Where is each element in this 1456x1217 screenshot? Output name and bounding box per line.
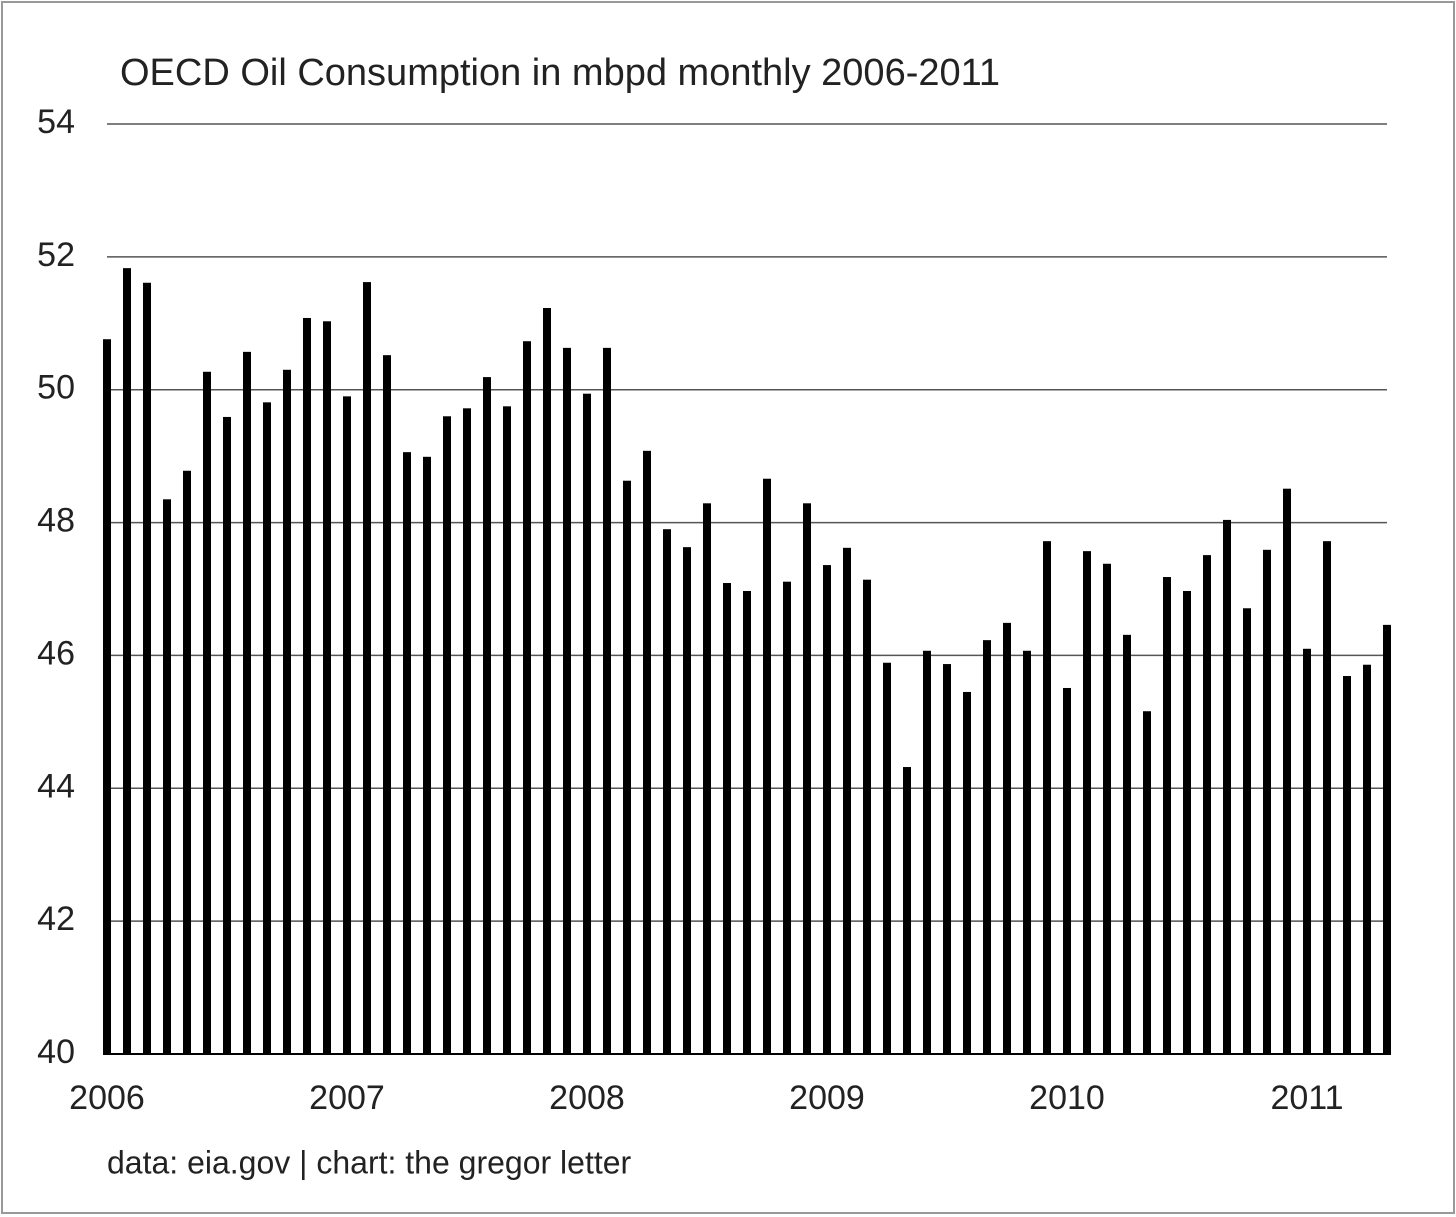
bar bbox=[823, 565, 831, 1054]
bar bbox=[403, 452, 411, 1055]
bar bbox=[1123, 634, 1131, 1054]
chart-title: OECD Oil Consumption in mbpd monthly 200… bbox=[120, 52, 1000, 94]
y-tick-label: 52 bbox=[37, 236, 75, 274]
y-tick-label: 42 bbox=[37, 900, 75, 938]
y-tick-label: 54 bbox=[37, 103, 75, 141]
bar bbox=[1023, 650, 1031, 1054]
bar bbox=[183, 470, 191, 1054]
bar bbox=[343, 396, 351, 1054]
bar bbox=[783, 581, 791, 1054]
bar bbox=[683, 547, 691, 1054]
bar bbox=[743, 590, 751, 1054]
bar bbox=[1163, 577, 1171, 1054]
bar bbox=[483, 377, 491, 1054]
bar bbox=[1143, 711, 1151, 1054]
bar bbox=[143, 282, 151, 1054]
bar bbox=[223, 416, 231, 1054]
bar bbox=[1323, 541, 1331, 1054]
bar bbox=[1063, 687, 1071, 1054]
bar bbox=[1203, 555, 1211, 1054]
bar bbox=[643, 450, 651, 1054]
bar bbox=[1103, 563, 1111, 1054]
bar bbox=[663, 529, 671, 1054]
x-tick-label: 2007 bbox=[309, 1079, 385, 1117]
bar bbox=[903, 767, 911, 1054]
source-note: data: eia.gov | chart: the gregor letter bbox=[107, 1144, 632, 1180]
bar bbox=[723, 583, 731, 1054]
bar bbox=[503, 406, 511, 1055]
y-tick-label: 40 bbox=[37, 1033, 75, 1071]
bar bbox=[583, 393, 591, 1054]
bar bbox=[603, 347, 611, 1055]
bar bbox=[123, 268, 131, 1054]
bar bbox=[463, 408, 471, 1054]
bar bbox=[1003, 622, 1011, 1054]
bar bbox=[243, 351, 251, 1055]
bar bbox=[1383, 624, 1391, 1054]
bar bbox=[1263, 549, 1271, 1054]
bar bbox=[803, 503, 811, 1054]
bar bbox=[383, 355, 391, 1055]
bar bbox=[423, 456, 431, 1054]
bar bbox=[963, 691, 971, 1054]
bar bbox=[1283, 488, 1291, 1054]
x-tick-label: 2006 bbox=[69, 1079, 145, 1117]
bar bbox=[1243, 608, 1251, 1054]
bar bbox=[883, 662, 891, 1054]
bar bbox=[1303, 648, 1311, 1054]
y-tick-label: 48 bbox=[37, 502, 75, 540]
bar bbox=[443, 416, 451, 1054]
bar bbox=[283, 369, 291, 1054]
bar bbox=[103, 339, 111, 1054]
y-tick-label: 50 bbox=[37, 369, 75, 407]
bar bbox=[563, 347, 571, 1055]
bar bbox=[523, 341, 531, 1054]
bar bbox=[763, 478, 771, 1054]
bar bbox=[363, 282, 371, 1055]
x-tick-label: 2008 bbox=[549, 1079, 625, 1117]
bar bbox=[1223, 519, 1231, 1054]
bar bbox=[543, 308, 551, 1054]
y-tick-label: 44 bbox=[37, 767, 75, 805]
bar bbox=[263, 402, 271, 1055]
bar bbox=[1083, 551, 1091, 1054]
bar bbox=[1183, 590, 1191, 1054]
bar bbox=[203, 371, 211, 1054]
bar bbox=[303, 317, 311, 1054]
bar bbox=[163, 499, 171, 1055]
bar bbox=[1343, 676, 1351, 1054]
bar bbox=[1043, 541, 1051, 1054]
bar bbox=[983, 640, 991, 1054]
x-tick-label: 2011 bbox=[1270, 1079, 1343, 1117]
bar bbox=[923, 650, 931, 1054]
bar bbox=[1363, 664, 1371, 1054]
bar bbox=[843, 547, 851, 1054]
bar bbox=[703, 503, 711, 1054]
x-tick-label: 2010 bbox=[1029, 1079, 1105, 1117]
bar bbox=[623, 480, 631, 1054]
x-tick-label: 2009 bbox=[789, 1079, 865, 1117]
bar bbox=[323, 321, 331, 1054]
y-tick-label: 46 bbox=[37, 634, 75, 672]
bar bbox=[863, 579, 871, 1054]
bar bbox=[943, 664, 951, 1054]
